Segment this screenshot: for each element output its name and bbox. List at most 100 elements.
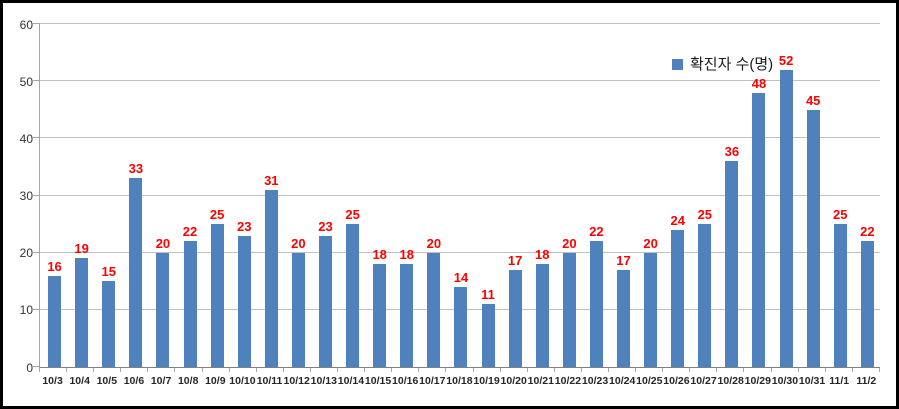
x-axis-label-10/8: 10/8 bbox=[177, 375, 199, 387]
x-axis-label-10/20: 10/20 bbox=[500, 375, 527, 387]
bar bbox=[346, 224, 360, 367]
y-axis-label-40: 40 bbox=[19, 131, 33, 146]
y-axis: 0 10 20 30 40 50 60 bbox=[3, 19, 33, 374]
bar-column-10/26: 24 bbox=[664, 24, 691, 367]
bar bbox=[752, 92, 766, 367]
bar-column-10/5: 15 bbox=[95, 24, 122, 367]
bar bbox=[48, 275, 62, 367]
bar-value-label: 25 bbox=[345, 207, 360, 223]
gridline-50 bbox=[40, 80, 880, 82]
x-tick-mark bbox=[501, 368, 528, 372]
bar-column-10/16: 18 bbox=[393, 24, 420, 367]
bar bbox=[671, 229, 685, 367]
bar bbox=[833, 224, 847, 367]
x-axis-label-10/30: 10/30 bbox=[771, 375, 799, 387]
bar-value-label: 25 bbox=[209, 207, 225, 223]
bar-column-11/1: 25 bbox=[827, 24, 854, 367]
bar-column-10/9: 25 bbox=[204, 24, 231, 367]
x-tick-mark bbox=[203, 368, 230, 372]
x-axis-label-10/25: 10/25 bbox=[636, 375, 663, 387]
x-tick-mark bbox=[744, 368, 772, 372]
x-axis-label-10/7: 10/7 bbox=[150, 375, 172, 387]
x-tick-mark bbox=[799, 368, 826, 372]
bar bbox=[400, 264, 414, 367]
gridline-30 bbox=[40, 194, 880, 196]
bar bbox=[454, 286, 468, 367]
x-axis-label-10/21: 10/21 bbox=[527, 375, 554, 387]
bar bbox=[318, 235, 332, 367]
x-tick-mark bbox=[257, 368, 284, 372]
bar-value-label: 45 bbox=[805, 92, 821, 108]
bar-value-label: 22 bbox=[860, 224, 875, 240]
y-tick-mark bbox=[32, 137, 40, 139]
bar-column-10/28: 36 bbox=[718, 24, 745, 367]
bar-value-label: 31 bbox=[264, 172, 279, 188]
y-tick-mark bbox=[32, 23, 40, 24]
bar-value-label: 11 bbox=[481, 287, 495, 303]
x-axis-label-10/6: 10/6 bbox=[123, 375, 145, 387]
x-axis-label-10/15: 10/15 bbox=[364, 375, 392, 387]
bar-column-10/27: 25 bbox=[691, 24, 718, 367]
x-axis-label-10/29: 10/29 bbox=[744, 375, 771, 387]
plot-area: 16 19 15 33 20 22 25 23 31 20 23 25 18 18 20 14 11 17 18 20… bbox=[32, 23, 881, 368]
bar bbox=[75, 258, 89, 367]
bar bbox=[860, 241, 874, 367]
bar bbox=[156, 252, 170, 367]
x-axis-label-10/27: 10/27 bbox=[690, 375, 717, 387]
bar bbox=[617, 269, 631, 367]
bar-value-label: 20 bbox=[643, 235, 658, 251]
x-tick-mark bbox=[609, 368, 637, 372]
x-tick-mark bbox=[446, 368, 474, 372]
bar-column-10/22: 20 bbox=[556, 24, 583, 367]
x-axis-label-10/23: 10/23 bbox=[581, 375, 609, 387]
bar bbox=[806, 109, 820, 367]
bar-column-10/31: 45 bbox=[800, 24, 827, 367]
bar-column-11/2: 22 bbox=[854, 24, 881, 367]
legend-label: 확진자 수(명) bbox=[690, 56, 774, 73]
bar bbox=[373, 264, 387, 367]
y-axis-label-60: 60 bbox=[19, 17, 33, 32]
bar-value-label: 18 bbox=[535, 247, 550, 263]
x-tick-mark bbox=[474, 368, 501, 372]
x-tick-mark bbox=[419, 368, 447, 372]
bar bbox=[508, 269, 522, 367]
x-tick-mark bbox=[175, 368, 203, 372]
bar-value-label: 18 bbox=[372, 247, 387, 263]
bar-value-label: 17 bbox=[507, 252, 523, 268]
gridline-20 bbox=[40, 251, 880, 253]
legend-swatch-icon bbox=[672, 59, 683, 70]
x-tick-mark bbox=[230, 368, 257, 372]
bar-value-label: 20 bbox=[155, 235, 171, 251]
bar-column-10/11: 31 bbox=[258, 24, 285, 367]
bar-value-label: 52 bbox=[778, 52, 794, 68]
bar-column-10/19: 11 bbox=[475, 24, 502, 367]
legend: 확진자 수(명) bbox=[672, 57, 773, 72]
bar bbox=[725, 161, 739, 367]
bar-value-label: 23 bbox=[236, 218, 252, 234]
bar-value-label: 20 bbox=[291, 235, 306, 251]
x-axis-ticks bbox=[39, 368, 880, 372]
gridline-40 bbox=[40, 137, 880, 139]
x-axis-label-10/12: 10/12 bbox=[283, 375, 310, 387]
bar bbox=[481, 304, 495, 367]
bar-value-label: 16 bbox=[47, 258, 62, 274]
x-tick-mark bbox=[772, 368, 799, 372]
x-tick-mark bbox=[365, 368, 393, 372]
x-axis-label-10/18: 10/18 bbox=[446, 375, 473, 387]
bar-column-10/29: 48 bbox=[745, 24, 772, 367]
bar bbox=[589, 241, 603, 367]
bar bbox=[779, 69, 793, 367]
x-tick-mark bbox=[826, 368, 853, 372]
x-axis-label-10/28: 10/28 bbox=[717, 375, 744, 387]
bar-column-10/17: 20 bbox=[420, 24, 447, 367]
bars-row: 16 19 15 33 20 22 25 23 31 20 23 25 18 18 20 14 11 17 18 20… bbox=[41, 24, 881, 367]
y-axis-label-20: 20 bbox=[19, 246, 33, 261]
bar-column-10/20: 17 bbox=[502, 24, 529, 367]
bar-value-label: 17 bbox=[616, 252, 631, 268]
bar-column-10/10: 23 bbox=[231, 24, 258, 367]
x-axis-label-10/10: 10/10 bbox=[229, 375, 256, 387]
x-axis-label-11/2: 11/2 bbox=[856, 375, 877, 387]
bar-value-label: 19 bbox=[74, 241, 89, 257]
x-axis-labels: 10/3 10/4 10/5 10/6 10/7 10/8 10/9 10/10 10/11 10… bbox=[39, 375, 880, 388]
bar bbox=[210, 224, 224, 367]
